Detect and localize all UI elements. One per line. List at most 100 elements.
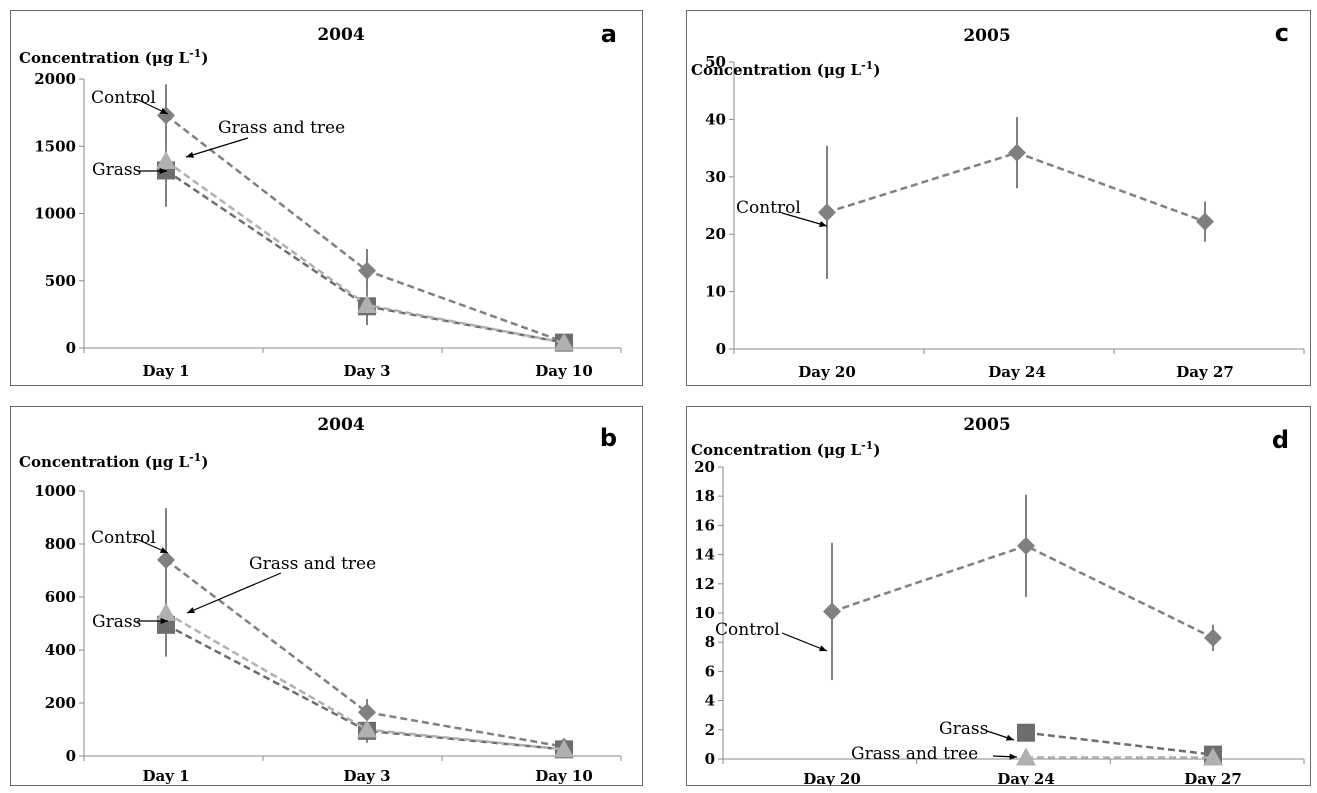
series-grass-and-tree — [156, 151, 574, 351]
panel-b: 0 200 400 600 800 1000 Day 1 Day 3 Day 10 2004 b Co… — [10, 406, 643, 786]
data-point — [358, 261, 376, 280]
annotation-control-arrowhead — [819, 645, 827, 652]
annotation-control-arrowhead — [819, 220, 827, 227]
series-line — [165, 558, 565, 748]
data-point — [357, 294, 377, 313]
chart-title: 2004 — [317, 25, 364, 45]
series-line — [1025, 731, 1214, 756]
annotation-control-arrowhead — [160, 547, 168, 553]
annotation-control-arrow — [781, 632, 828, 652]
data-point — [156, 151, 176, 170]
x-tick-label: Day 3 — [343, 767, 390, 785]
y-tick-label: 6 — [705, 662, 715, 680]
y-tick-label: 20 — [694, 458, 715, 476]
annotation-control: Control — [715, 620, 780, 640]
annotation-control: Control — [91, 528, 156, 548]
annotation-grass-and-tree: Grass and tree — [249, 554, 376, 574]
y-tick-label: 1500 — [34, 137, 76, 155]
panel-letter: a — [601, 20, 617, 48]
x-tick-label: Day 1 — [142, 362, 189, 380]
chart-title: 2004 — [317, 415, 364, 435]
y-tick-label: 200 — [45, 694, 76, 712]
chart-d: 0 2 4 6 8 10 12 14 16 18 20 Day 20 Day 24 Day 27 2005 d… — [691, 415, 1305, 785]
chart-title: 2005 — [963, 26, 1010, 46]
data-point — [357, 719, 377, 738]
y-tick-label: 4 — [705, 692, 715, 710]
y-tick-label: 50 — [705, 53, 726, 71]
y-tick-label: 1000 — [34, 205, 76, 223]
y-tick-label: 0 — [66, 747, 76, 765]
chart-a: 0 500 1000 1500 2000 Day 1 Day 3 Day 10 2004 a Con… — [19, 20, 622, 380]
y-axis-label: Concentration (μg L-1) — [19, 451, 208, 471]
y-tick-label: 1000 — [34, 482, 76, 500]
annotation-grass-and-tree-arrowhead — [186, 151, 194, 158]
y-tick-label: 16 — [694, 516, 715, 534]
x-tick-label: Day 10 — [535, 362, 593, 380]
y-tick-label: 18 — [694, 487, 715, 505]
data-point — [1196, 212, 1214, 231]
chart-title: 2005 — [963, 415, 1010, 435]
x-tick-label: Day 27 — [1176, 363, 1234, 381]
data-point — [358, 703, 376, 722]
y-tick-label: 0 — [705, 750, 715, 768]
y-tick-label: 14 — [694, 546, 715, 564]
panel-a: 0 500 1000 1500 2000 Day 1 Day 3 Day 10 2004 a Con… — [10, 10, 643, 386]
data-point — [1016, 747, 1036, 766]
series-grass-and-tree — [156, 602, 574, 758]
annotation-grass-and-tree: Grass and tree — [851, 744, 978, 764]
y-tick-label: 10 — [694, 604, 715, 622]
series-line — [165, 160, 565, 344]
x-tick-label: Day 10 — [535, 767, 593, 785]
annotation-grass-arrowhead — [1006, 734, 1014, 741]
x-tick-label: Day 20 — [798, 363, 856, 381]
chart-b: 0 200 400 600 800 1000 Day 1 Day 3 Day 10 2004 b Co… — [19, 415, 622, 785]
y-tick-label: 2 — [705, 721, 715, 739]
data-point — [156, 602, 176, 621]
y-tick-label: 40 — [705, 110, 726, 128]
annotation-grass-arrowhead — [159, 167, 167, 175]
annotation-control: Control — [736, 198, 801, 218]
data-point — [1017, 536, 1035, 555]
y-tick-label: 20 — [705, 225, 726, 243]
series-line — [165, 169, 565, 344]
data-point — [1203, 747, 1223, 766]
annotation-grass: Grass — [939, 719, 988, 739]
x-tick-label: Day 1 — [142, 767, 189, 785]
x-tick-label: Day 3 — [343, 362, 390, 380]
panel-d: 0 2 4 6 8 10 12 14 16 18 20 Day 20 Day 24 Day 27 2005 d… — [686, 406, 1311, 786]
panel-letter: c — [1275, 19, 1289, 47]
y-tick-label: 2000 — [34, 70, 76, 88]
data-point — [823, 602, 841, 621]
annotation-grass-and-tree: Grass and tree — [218, 118, 345, 138]
annotation-grass-and-tree-arrowhead — [187, 607, 195, 613]
panel-letter: d — [1272, 426, 1289, 454]
y-axis-label: Concentration (μg L-1) — [691, 59, 880, 79]
y-axis-label: Concentration (μg L-1) — [691, 439, 880, 459]
x-tick-label: Day 24 — [997, 770, 1055, 785]
data-point — [1017, 723, 1035, 742]
y-tick-label: 600 — [45, 588, 76, 606]
data-point — [554, 739, 574, 758]
y-tick-label: 8 — [705, 633, 715, 651]
y-tick-label: 30 — [705, 168, 726, 186]
annotation-control: Control — [91, 88, 156, 108]
series-control — [157, 508, 573, 756]
annotation-control-arrow — [781, 212, 828, 227]
annotation-grass-and-tree-arrowhead — [1009, 753, 1017, 760]
series-grass — [157, 134, 573, 352]
panel-letter: b — [600, 424, 617, 452]
y-axis-label: Concentration (μg L-1) — [19, 47, 208, 67]
data-point — [1008, 143, 1026, 162]
series-line — [831, 544, 1214, 639]
y-tick-label: 10 — [705, 283, 726, 301]
x-tick-label: Day 20 — [803, 770, 861, 785]
annotation-control-arrowhead — [160, 108, 168, 114]
series-grass-and-tree — [1016, 747, 1223, 766]
chart-c: 0 10 20 30 40 50 Day 20 Day 24 Day 27 2005 c Concen… — [691, 19, 1305, 381]
annotation-grass: Grass — [92, 160, 141, 180]
data-point — [818, 203, 836, 222]
x-tick-label: Day 24 — [988, 363, 1046, 381]
annotation-grass-arrowhead — [160, 617, 168, 625]
data-point — [554, 332, 574, 351]
series-control — [823, 494, 1222, 681]
